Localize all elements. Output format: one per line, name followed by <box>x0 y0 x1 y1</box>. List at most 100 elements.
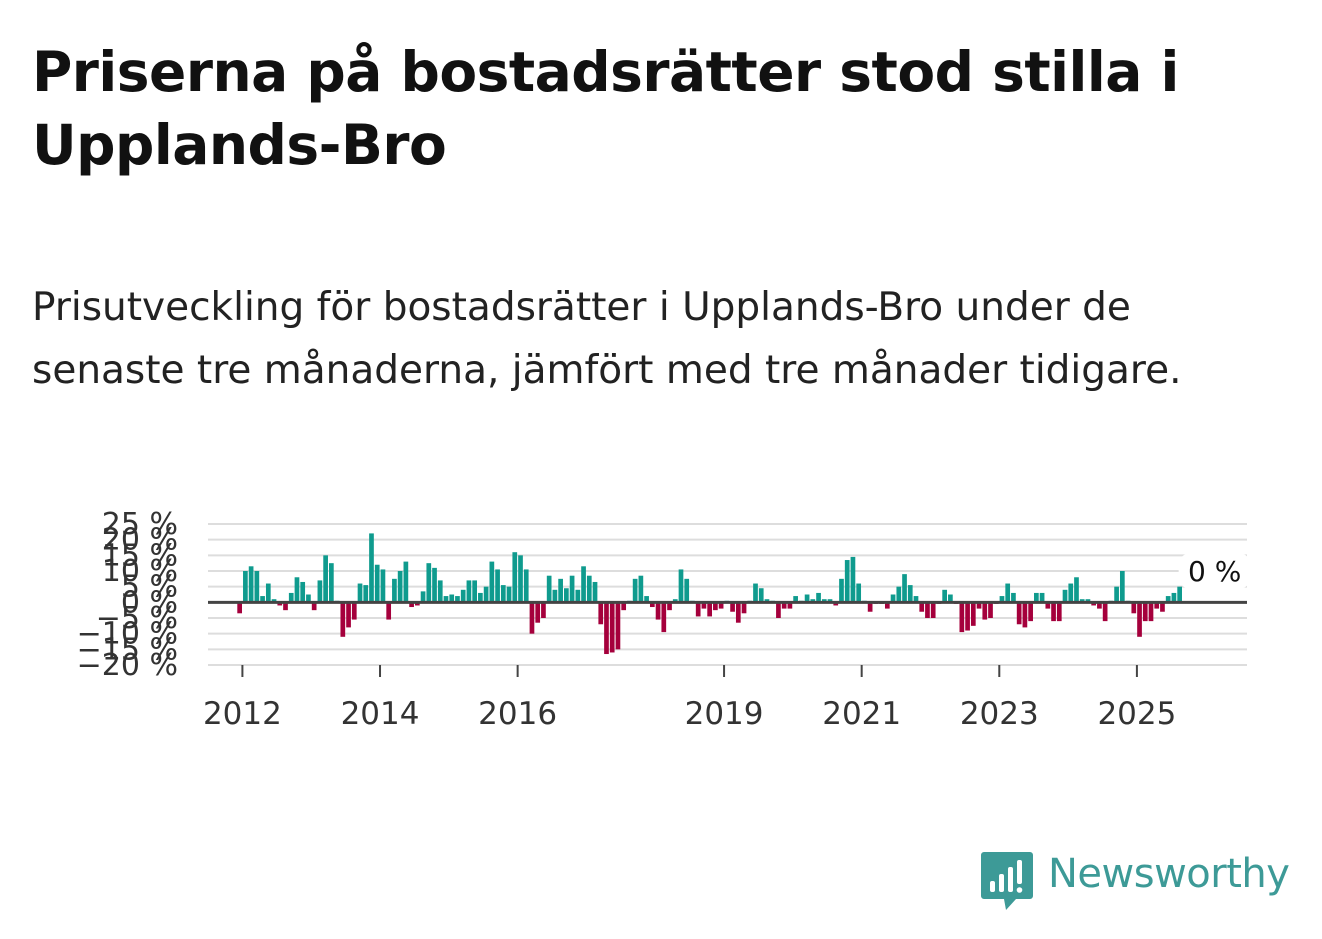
bar <box>478 592 483 603</box>
bar <box>764 599 770 603</box>
bar <box>1005 583 1011 603</box>
bar <box>374 564 380 603</box>
newsworthy-logo[interactable]: Newsworthy <box>980 848 1300 912</box>
y-tick-label: 10 % <box>102 554 178 589</box>
bar <box>816 592 821 603</box>
bar <box>930 602 936 618</box>
bar <box>1102 602 1108 622</box>
bar <box>672 599 678 603</box>
bar <box>942 589 948 603</box>
bar <box>1068 583 1074 603</box>
bar <box>243 571 248 603</box>
bar <box>609 602 615 653</box>
x-tick-label: 2021 <box>822 696 901 732</box>
bar <box>546 575 552 603</box>
bar <box>581 566 586 603</box>
bar <box>1016 602 1022 625</box>
bar <box>1011 592 1016 603</box>
y-tick-label: 25 % <box>102 507 178 542</box>
bar <box>632 578 638 603</box>
bar <box>730 602 735 612</box>
bar <box>856 583 862 603</box>
bar <box>575 589 581 603</box>
bar <box>1034 592 1039 603</box>
x-tick-label: 2012 <box>203 696 282 732</box>
bar <box>1148 602 1154 622</box>
bar <box>472 580 478 603</box>
chart-bars <box>237 533 1183 655</box>
bar <box>1062 589 1068 603</box>
y-tick-label: 0 % <box>121 585 178 620</box>
bar <box>564 588 569 603</box>
y-tick-label: 5 % <box>121 570 178 605</box>
bar <box>432 567 437 603</box>
bar <box>695 602 701 617</box>
bar <box>839 578 844 603</box>
bar <box>437 580 443 603</box>
bar <box>346 602 351 628</box>
bar <box>449 594 455 603</box>
bar <box>976 602 982 609</box>
x-tick-label: 2019 <box>685 696 764 732</box>
bar <box>1160 602 1165 612</box>
bar <box>884 602 890 609</box>
bar <box>455 596 460 603</box>
bar <box>506 586 512 603</box>
bar <box>970 602 976 626</box>
y-tick-label: 15 % <box>102 538 178 573</box>
bar <box>380 569 386 603</box>
bar <box>1051 602 1056 622</box>
bar <box>804 594 810 603</box>
x-axis: 2012 2014 2016 2019 2021 2023 2025 <box>203 665 1176 732</box>
bar <box>1079 599 1085 603</box>
x-tick-label: 2016 <box>478 696 557 732</box>
bar <box>948 594 953 603</box>
bar <box>919 602 925 612</box>
bar <box>1074 577 1079 603</box>
bar <box>552 589 558 603</box>
bar <box>306 594 311 603</box>
bar <box>483 586 489 603</box>
bar <box>701 602 707 609</box>
bar <box>529 602 535 634</box>
y-axis: 25 %20 %15 %10 %5 %0 %−5 %−10 %−15 %−20 … <box>77 507 178 683</box>
bar <box>1154 602 1160 609</box>
bar <box>810 599 816 603</box>
bar <box>787 602 793 609</box>
bar <box>896 586 902 603</box>
x-tick-label: 2023 <box>960 696 1039 732</box>
bar <box>661 602 667 633</box>
bar <box>414 602 420 606</box>
bar <box>850 556 856 603</box>
bar <box>844 560 850 603</box>
bar <box>982 602 988 620</box>
bar <box>713 602 718 611</box>
bar <box>1056 602 1062 622</box>
bar <box>1028 602 1033 622</box>
x-tick-label: 2025 <box>1097 696 1176 732</box>
bar <box>323 555 328 603</box>
bar <box>518 555 523 603</box>
bar <box>277 602 283 606</box>
bar <box>781 602 787 609</box>
y-tick-label: −5 % <box>96 601 178 636</box>
bar <box>237 602 243 614</box>
bar <box>409 602 414 608</box>
bar <box>260 596 265 603</box>
bar <box>821 599 827 603</box>
bar <box>1091 602 1097 606</box>
bar <box>541 602 546 618</box>
bar <box>329 563 334 603</box>
bar <box>615 602 621 650</box>
bar <box>621 602 627 611</box>
bar <box>644 596 649 603</box>
bar <box>363 585 369 603</box>
bar <box>466 580 472 603</box>
bar <box>1085 599 1091 603</box>
bar <box>827 599 833 603</box>
bar <box>569 575 575 603</box>
bar <box>317 580 323 603</box>
bar <box>489 561 495 603</box>
bar <box>758 588 764 603</box>
bar <box>913 596 919 603</box>
